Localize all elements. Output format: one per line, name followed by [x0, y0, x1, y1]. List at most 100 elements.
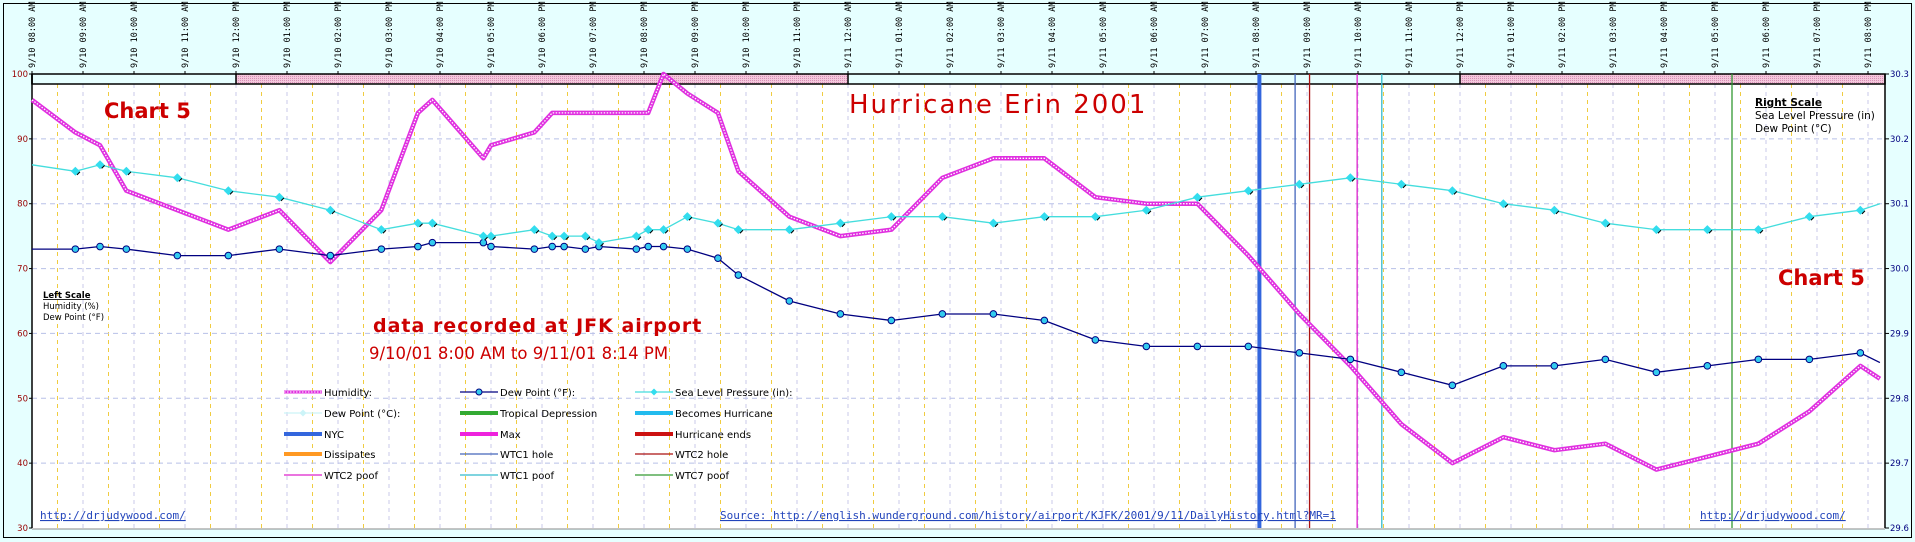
x-tick-label: 9/10 03:00 PM	[385, 1, 395, 68]
right-tick-label: 29.6	[1890, 524, 1909, 534]
top-band-segment	[848, 74, 1460, 84]
site-link-right[interactable]: http://drjudywood.com/	[1700, 509, 1846, 522]
pressure-point	[427, 218, 437, 228]
x-tick-label: 9/11 09:00 AM	[1303, 1, 1313, 68]
pressure-point	[1192, 192, 1202, 202]
pressure-point	[547, 231, 557, 241]
x-tick-label: 9/11 05:00 AM	[1099, 1, 1109, 68]
x-tick-label: 9/10 09:00 PM	[691, 1, 701, 68]
dew-point-f-point	[734, 271, 743, 279]
legend-label: WTC7 poof	[675, 471, 730, 482]
x-tick-label: 9/11 10:00 AM	[1354, 1, 1364, 68]
dew-point-f-point	[887, 316, 896, 325]
dew-point-f-point	[1499, 362, 1508, 370]
right-tick-label: 29.9	[1890, 329, 1909, 339]
legend-label: Dissipates	[324, 450, 375, 461]
right-axis: 29.6 29.7 29.8 29.9 30.0 30.1 30.2 30.3	[1885, 70, 1909, 534]
dew-point-f-point	[1346, 355, 1355, 364]
x-tick-label: 9/10 09:00 AM	[79, 1, 89, 68]
pressure-point	[376, 225, 386, 235]
pressure-point	[1651, 225, 1661, 235]
top-band-segment	[1460, 74, 1885, 84]
right-tick-label: 29.8	[1890, 394, 1909, 404]
x-tick-label: 9/10 05:00 PM	[487, 1, 497, 68]
right-scale-item: Sea Level Pressure (in)	[1755, 110, 1875, 122]
right-tick-label: 29.7	[1890, 459, 1909, 469]
legend-label: WTC1 poof	[500, 471, 555, 482]
x-tick-label: 9/11 02:00 AM	[946, 1, 956, 68]
dew-point-f-point	[1856, 349, 1865, 357]
x-tick-label: 9/10 08:00 PM	[640, 1, 650, 68]
dew-point-f-point	[1805, 355, 1814, 364]
pressure-point	[413, 218, 423, 228]
pressure-point	[121, 166, 131, 176]
dew-point-f-point	[487, 242, 495, 251]
pressure-point	[1141, 205, 1151, 215]
legend-item: Hurricane ends	[635, 430, 751, 441]
x-tick-label: 9/10 11:00 PM	[793, 1, 803, 68]
x-axis-labels: 9/10 08:00 AM 9/10 09:00 AM 9/10 10:00 AM 9…	[28, 1, 1874, 74]
dew-point-f-point	[1448, 381, 1457, 390]
legend-item: Humidity:	[284, 388, 372, 399]
legend-label: WTC2 poof	[324, 471, 379, 482]
dew-point-f-point	[96, 242, 104, 251]
source-link[interactable]: Source: http://english.wunderground.com/…	[720, 509, 1336, 522]
site-link-left[interactable]: http://drjudywood.com/	[40, 509, 186, 522]
legend-label: Max	[500, 430, 521, 441]
left-tick-label: 30	[17, 524, 28, 534]
pressure-point	[1753, 225, 1763, 235]
left-scale-item: Humidity (%)	[43, 302, 99, 312]
pressure-point	[1549, 205, 1559, 215]
pressure-point	[70, 166, 80, 176]
left-tick-label: 80	[17, 200, 28, 210]
legend-label: Becomes Hurricane	[675, 409, 773, 420]
pressure-point	[1039, 212, 1049, 222]
dew-point-f-point	[644, 242, 653, 251]
dew-point-f-point	[714, 254, 722, 262]
chart-subtitle: data recorded at JFK airport	[373, 315, 702, 337]
top-band	[31, 73, 1886, 528]
legend-item: Sea Level Pressure (in):	[635, 388, 793, 399]
right-tick-label: 30.0	[1890, 265, 1909, 275]
dew-point-f-point	[377, 245, 386, 253]
chart-label-right: Chart 5	[1778, 266, 1865, 290]
legend-item: WTC2 hole	[635, 450, 728, 461]
pressure-point	[325, 205, 335, 215]
x-tick-label: 9/10 07:00 PM	[589, 1, 599, 68]
left-tick-label: 60	[17, 329, 28, 339]
x-tick-label: 9/11 12:00 AM	[844, 1, 854, 68]
dew-point-f-point	[428, 238, 437, 247]
dew-point-f-point	[326, 251, 335, 260]
dew-point-f-point	[1703, 362, 1712, 370]
dew-point-f-point	[122, 245, 131, 253]
chart-label-left: Chart 5	[104, 99, 191, 123]
dew-point-f-point	[632, 245, 641, 253]
dew-point-f-point	[548, 242, 557, 251]
right-tick-label: 30.1	[1890, 200, 1909, 210]
pressure-point	[733, 225, 743, 235]
x-tick-label: 9/11 12:00 PM	[1456, 1, 1466, 68]
series-0	[30, 71, 1882, 472]
dew-point-f-point	[1295, 349, 1304, 357]
x-tick-label: 9/10 10:00 PM	[742, 1, 752, 68]
right-tick-label: 30.3	[1890, 70, 1909, 80]
legend-marker	[650, 388, 658, 396]
x-tick-label: 9/11 08:00 AM	[1252, 1, 1262, 68]
pressure-point	[172, 173, 182, 183]
left-axis: 30 40 50 60 70 80 90 100	[12, 70, 32, 534]
dew-point-f-point	[938, 310, 947, 318]
pressure-point	[594, 238, 604, 248]
top-band-segment	[32, 74, 236, 84]
series-2	[31, 160, 1881, 248]
x-tick-label: 9/10 06:00 PM	[538, 1, 548, 68]
x-tick-label: 9/11 03:00 AM	[997, 1, 1007, 68]
pressure-point	[784, 225, 794, 235]
legend-item: WTC1 poof	[460, 471, 555, 482]
legend-label: Humidity:	[324, 388, 372, 399]
legend-item: Dissipates	[284, 450, 375, 461]
right-scale-title: Right Scale	[1755, 97, 1822, 109]
right-tick-label: 30.2	[1890, 135, 1909, 145]
pressure-point	[886, 212, 896, 222]
left-scale-item: Dew Point (°F)	[43, 313, 104, 323]
dew-point-f-point	[1754, 355, 1763, 364]
